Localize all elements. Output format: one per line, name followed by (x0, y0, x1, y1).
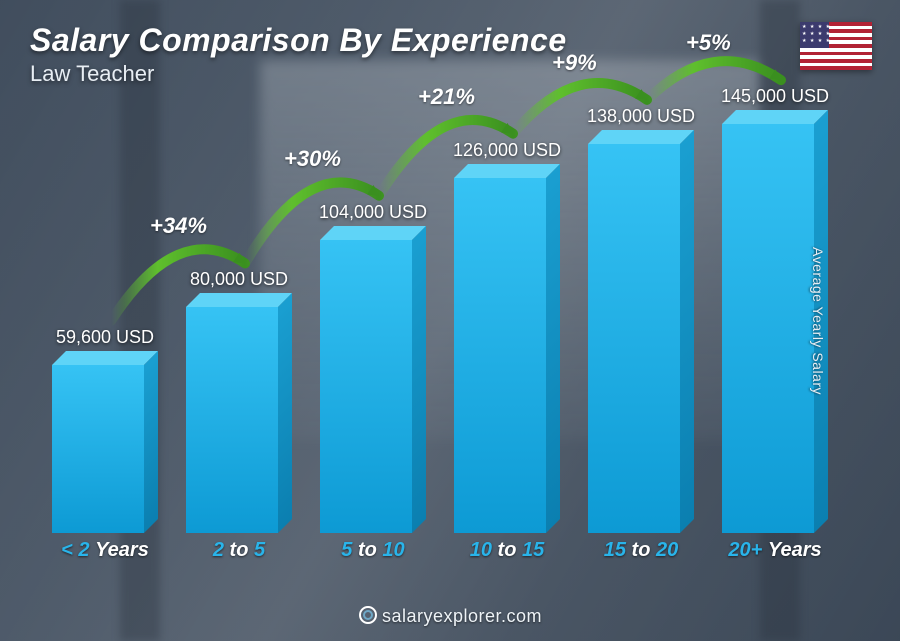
brand-text: salaryexplorer.com (382, 606, 542, 626)
growth-label: +21% (418, 84, 475, 110)
growth-arcs (40, 110, 840, 561)
page-subtitle: Law Teacher (30, 61, 567, 87)
us-flag-icon (800, 22, 872, 70)
logo-icon (358, 605, 378, 625)
growth-label: +34% (150, 213, 207, 239)
growth-label: +9% (552, 50, 597, 76)
growth-label: +5% (686, 30, 731, 56)
bar-chart: 59,600 USD< 2 Years80,000 USD2 to 5104,0… (40, 110, 840, 561)
infographic-canvas: Salary Comparison By Experience Law Teac… (0, 0, 900, 641)
bar-value-label: 145,000 USD (695, 86, 855, 107)
page-title: Salary Comparison By Experience (30, 22, 567, 59)
y-axis-label: Average Yearly Salary (810, 247, 826, 395)
header: Salary Comparison By Experience Law Teac… (30, 22, 567, 87)
growth-label: +30% (284, 146, 341, 172)
footer-brand: salaryexplorer.com (0, 605, 900, 627)
